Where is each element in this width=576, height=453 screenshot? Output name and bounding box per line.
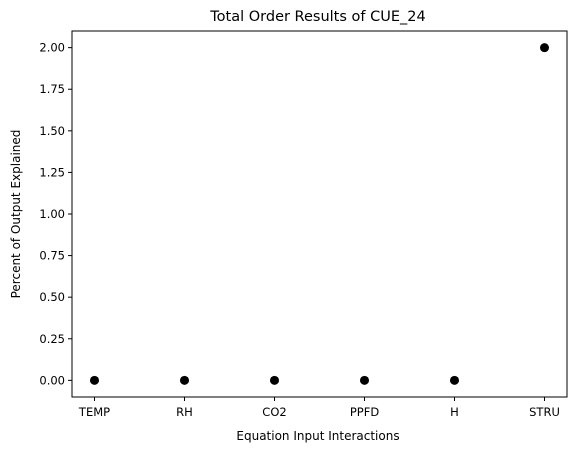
x-tick-label: PPFD <box>350 405 379 419</box>
x-tick-label: TEMP <box>78 405 110 419</box>
y-tick-label: 1.75 <box>39 82 65 96</box>
y-tick-label: 0.25 <box>39 332 65 346</box>
x-axis: TEMP RH CO2 PPFD H STRU <box>78 397 560 419</box>
y-tick-label: 0.75 <box>39 249 65 263</box>
data-point <box>90 375 99 385</box>
y-tick-label: 0.50 <box>39 290 65 304</box>
data-point <box>270 375 279 385</box>
y-tick-label: 1.25 <box>39 165 65 179</box>
data-point <box>180 375 189 385</box>
data-point <box>360 375 369 385</box>
y-tick-label: 1.50 <box>39 124 65 138</box>
plot-frame <box>71 30 568 398</box>
plot-area <box>71 30 568 398</box>
data-point <box>540 43 549 53</box>
x-tick-label: RH <box>176 405 193 419</box>
x-tick-label: CO2 <box>262 405 286 419</box>
data-point <box>450 375 459 385</box>
chart-title: Total Order Results of CUE_24 <box>209 9 425 25</box>
y-tick-label: 1.00 <box>39 207 65 221</box>
x-tick-label: H <box>450 405 459 419</box>
y-tick-label: 0.00 <box>39 373 65 387</box>
y-axis-label: Percent of Output Explained <box>9 130 23 299</box>
y-axis: 0.00 0.25 0.50 0.75 1.00 1.25 1.50 1.75 2.00 <box>39 41 72 387</box>
x-tick-label: STRU <box>529 405 560 419</box>
data-points <box>90 43 549 385</box>
y-tick-label: 2.00 <box>39 41 65 55</box>
x-axis-label: Equation Input Interactions <box>236 429 399 443</box>
